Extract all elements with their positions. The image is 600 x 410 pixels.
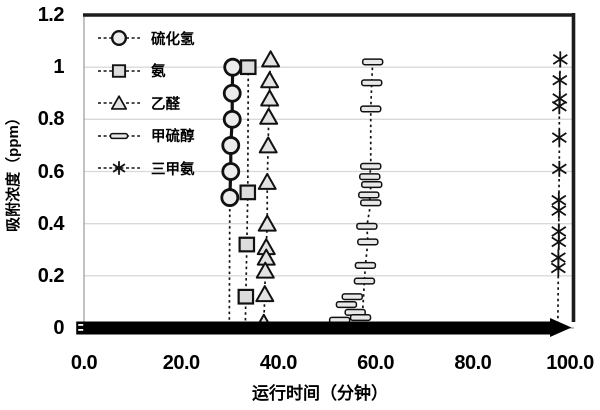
legend-item: 氨: [96, 59, 195, 83]
gridlines: [84, 66, 573, 277]
series-asterisk: [550, 51, 568, 323]
legend-item: 甲硫醇: [96, 124, 195, 148]
y-tick-label: 1: [53, 56, 64, 79]
y-tick-label: 0.6: [37, 160, 65, 183]
hbar-icon: [98, 132, 140, 139]
series-square: [237, 59, 257, 323]
x-tick-label: 20.0: [162, 352, 200, 374]
legend-label: 三甲氨: [151, 161, 195, 178]
series-triangle: [254, 50, 281, 331]
x-tick-label: 100.0: [546, 352, 594, 374]
legend-label: 氨: [151, 64, 166, 80]
x-tick-label: 40.0: [259, 352, 297, 374]
series-hbar: [328, 58, 384, 324]
triangle-icon: [98, 95, 140, 110]
x-tick-label: 80.0: [454, 352, 492, 374]
x-tick-label: 60.0: [357, 352, 395, 374]
legend-label: 乙醛: [151, 96, 180, 113]
y-tick-label: 0.4: [37, 212, 65, 235]
y-tick-label: 0: [53, 317, 64, 339]
legend-label: 硫化氢: [151, 31, 195, 48]
y-tick-label: 1.2: [37, 4, 65, 26]
legend-label: 甲硫醇: [151, 129, 195, 145]
y-tick-label: 0.8: [37, 108, 65, 131]
legend-item: 三甲氨: [96, 156, 195, 180]
asterisk-icon: [98, 161, 140, 175]
x-axis-title: 运行时间（分钟）: [252, 384, 388, 403]
zero-baseline-band: [76, 318, 572, 337]
legend-item: 硫化氢: [96, 26, 195, 50]
series-circle: [220, 57, 243, 323]
y-tick-label: 0.2: [37, 264, 65, 287]
square-icon: [98, 63, 140, 78]
legend: 硫化氢氨乙醛甲硫醇三甲氨: [96, 26, 195, 189]
circle-icon: [98, 30, 140, 46]
x-tick-label: 0.0: [70, 352, 98, 374]
legend-item: 乙醛: [96, 91, 195, 115]
